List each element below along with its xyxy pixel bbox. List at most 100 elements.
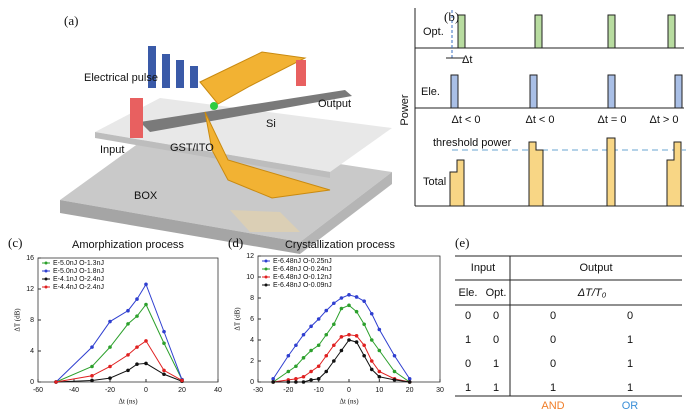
table-cell: 1 xyxy=(493,382,499,394)
data-point xyxy=(135,362,139,366)
legend-label: E-5.0nJ O-1.3nJ xyxy=(53,260,104,267)
data-point xyxy=(126,322,130,326)
y-tick-label: 8 xyxy=(250,295,254,302)
opt-pulse xyxy=(535,15,542,48)
table-cell: 1 xyxy=(493,358,499,370)
total-pulse xyxy=(450,160,464,206)
label: GST/ITO xyxy=(170,142,214,154)
y-tick-label: 4 xyxy=(30,348,34,355)
data-point xyxy=(271,377,275,381)
data-point xyxy=(362,322,366,326)
data-point xyxy=(294,377,298,381)
data-point xyxy=(144,303,148,307)
data-point xyxy=(340,296,344,300)
y-tick-label: 6 xyxy=(250,316,254,323)
data-point xyxy=(294,380,298,384)
device-illustration: (a) Electrical pulse Output Si Input GST… xyxy=(60,13,392,254)
x-tick-label: -20 xyxy=(283,387,293,394)
data-point xyxy=(54,380,58,384)
y-tick-label: 8 xyxy=(30,317,34,324)
series-line xyxy=(273,305,410,382)
y-tick-label: 12 xyxy=(246,253,254,260)
legend-swatch xyxy=(45,262,48,265)
data-point xyxy=(90,365,94,369)
table-footer: OR xyxy=(622,400,639,412)
data-point xyxy=(362,343,366,347)
panel-label: (a) xyxy=(64,13,78,28)
legend-swatch xyxy=(265,268,268,271)
x-axis-label: Δt (ns) xyxy=(339,398,359,406)
x-tick-label: 0 xyxy=(347,387,351,394)
table-subheader: ΔT/T₀ xyxy=(577,287,607,299)
data-point xyxy=(135,297,139,301)
data-point xyxy=(347,304,351,308)
data-point xyxy=(378,370,382,374)
data-point xyxy=(180,379,184,383)
table-cell: 0 xyxy=(627,310,633,322)
table-cell: 0 xyxy=(550,334,556,346)
data-point xyxy=(135,345,139,349)
pulse-bar xyxy=(190,66,198,88)
data-point xyxy=(108,320,112,324)
y-tick-label: 12 xyxy=(26,286,34,293)
table-cell: 0 xyxy=(550,358,556,370)
data-point xyxy=(393,370,397,374)
legend-label: E-4.4nJ O-2.4nJ xyxy=(53,284,104,291)
table-cell: 1 xyxy=(550,382,556,394)
label: threshold power xyxy=(433,137,512,149)
y-tick-label: 16 xyxy=(26,255,34,262)
data-point xyxy=(294,343,298,347)
legend-label: E-6.48nJ O-0.12nJ xyxy=(273,274,332,281)
ele-pulse xyxy=(530,75,537,108)
table-subheader: Ele. xyxy=(459,287,478,299)
data-point xyxy=(355,340,359,344)
table-cell: 0 xyxy=(493,334,499,346)
data-point xyxy=(302,333,306,337)
data-point xyxy=(144,283,148,287)
legend-swatch xyxy=(265,276,268,279)
data-point xyxy=(408,380,412,384)
data-point xyxy=(135,314,139,318)
data-point xyxy=(271,380,275,384)
data-point xyxy=(162,372,166,376)
x-tick-label: -30 xyxy=(253,387,263,394)
label: Electrical pulse xyxy=(84,72,158,84)
data-point xyxy=(302,380,306,384)
legend-swatch xyxy=(45,286,48,289)
data-point xyxy=(340,349,344,353)
label: Δt xyxy=(462,54,472,66)
timing-diagram xyxy=(415,8,686,206)
panel-label: (c) xyxy=(8,235,22,250)
label: Ele. xyxy=(421,86,440,98)
data-point xyxy=(317,377,321,381)
legend-swatch xyxy=(265,284,268,287)
data-point xyxy=(108,365,112,369)
data-point xyxy=(362,299,366,303)
y-tick-label: 0 xyxy=(250,379,254,386)
table-cell: 1 xyxy=(627,382,633,394)
x-tick-label: 20 xyxy=(178,387,186,394)
ele-pulse xyxy=(451,75,458,108)
data-point xyxy=(393,354,397,358)
y-tick-label: 2 xyxy=(250,358,254,365)
table-cell: 0 xyxy=(465,358,471,370)
chart-title: Crystallization process xyxy=(285,239,396,251)
data-point xyxy=(355,295,359,299)
data-point xyxy=(287,354,291,358)
ele-pulse xyxy=(675,75,682,108)
data-point xyxy=(144,339,148,343)
data-point xyxy=(340,335,344,339)
panel-label: (b) xyxy=(444,9,459,24)
figure: (a) Electrical pulse Output Si Input GST… xyxy=(0,0,686,412)
label: Input xyxy=(100,144,124,156)
legend-swatch xyxy=(265,260,268,263)
gst-cell xyxy=(210,102,218,110)
x-tick-label: -60 xyxy=(33,387,43,394)
legend-label: E-5.0nJ O-1.8nJ xyxy=(53,268,104,275)
table-cell: 1 xyxy=(627,334,633,346)
data-point xyxy=(362,354,366,358)
data-point xyxy=(126,369,130,373)
axis-label: Power xyxy=(399,94,411,126)
label: BOX xyxy=(134,190,158,202)
data-point xyxy=(309,325,313,329)
